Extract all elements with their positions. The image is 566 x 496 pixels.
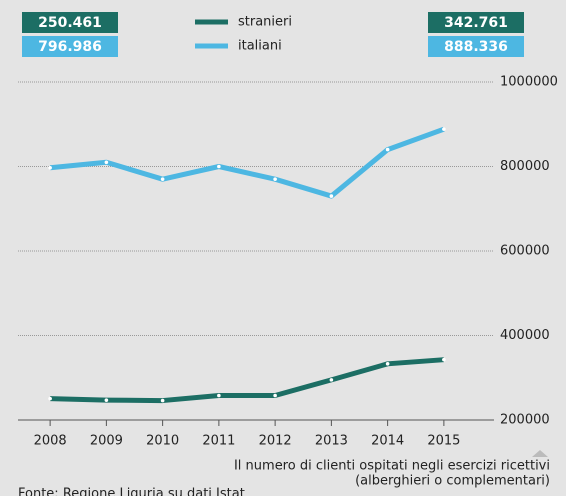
value-label-box [428,36,524,57]
point [48,165,52,170]
series-line [49,126,445,199]
value-label-box [22,12,118,33]
point [273,177,277,181]
value-label-box [22,36,118,57]
value-label-text: 250.461 [38,15,102,31]
point [48,396,52,401]
legend-label: italiani [238,39,282,54]
legend-label: stranieri [238,15,292,30]
value-label: 250.461 [22,12,118,33]
x-tick-label: 2011 [202,434,235,449]
y-tick-label: 1000000 [500,75,558,90]
annotation: (alberghieri o complementari) [355,474,550,489]
x-tick-label: 2013 [315,434,348,449]
point [385,362,390,366]
x-tick-label: 2014 [371,434,404,449]
y-tick-label: 800000 [500,159,550,174]
point [442,357,446,362]
point [442,127,446,131]
x-tick-label: 2012 [259,434,292,449]
series-line [50,357,445,404]
value-label: 796.986 [22,36,118,57]
value-label-text: 342.761 [444,15,508,31]
point [329,194,334,198]
value-label-text: 888.336 [444,39,508,55]
point [217,164,221,169]
point [385,147,390,152]
point [273,393,277,398]
value-label-text: 796.986 [38,39,102,55]
point [217,393,221,398]
point [329,378,334,382]
value-label: 888.336 [428,36,524,57]
icon [532,450,548,457]
annotation: Il numero di clienti ospitati negli eser… [234,459,550,474]
y-tick-label: 600000 [500,244,550,259]
x-tick-label: 2009 [90,434,123,449]
source: Fonte: Regione Liguria su dati Istat [18,487,245,496]
point [104,398,109,402]
point [160,177,165,181]
x-tick-label: 2010 [146,434,179,449]
value-label-box [428,12,524,33]
point [160,398,165,403]
y-tick-label: 200000 [500,413,550,428]
y-tick-label: 400000 [500,328,550,343]
x-tick-label: 2008 [34,434,67,449]
value-label: 342.761 [428,12,524,33]
point [104,160,109,165]
x-tick-label: 2015 [427,434,460,449]
